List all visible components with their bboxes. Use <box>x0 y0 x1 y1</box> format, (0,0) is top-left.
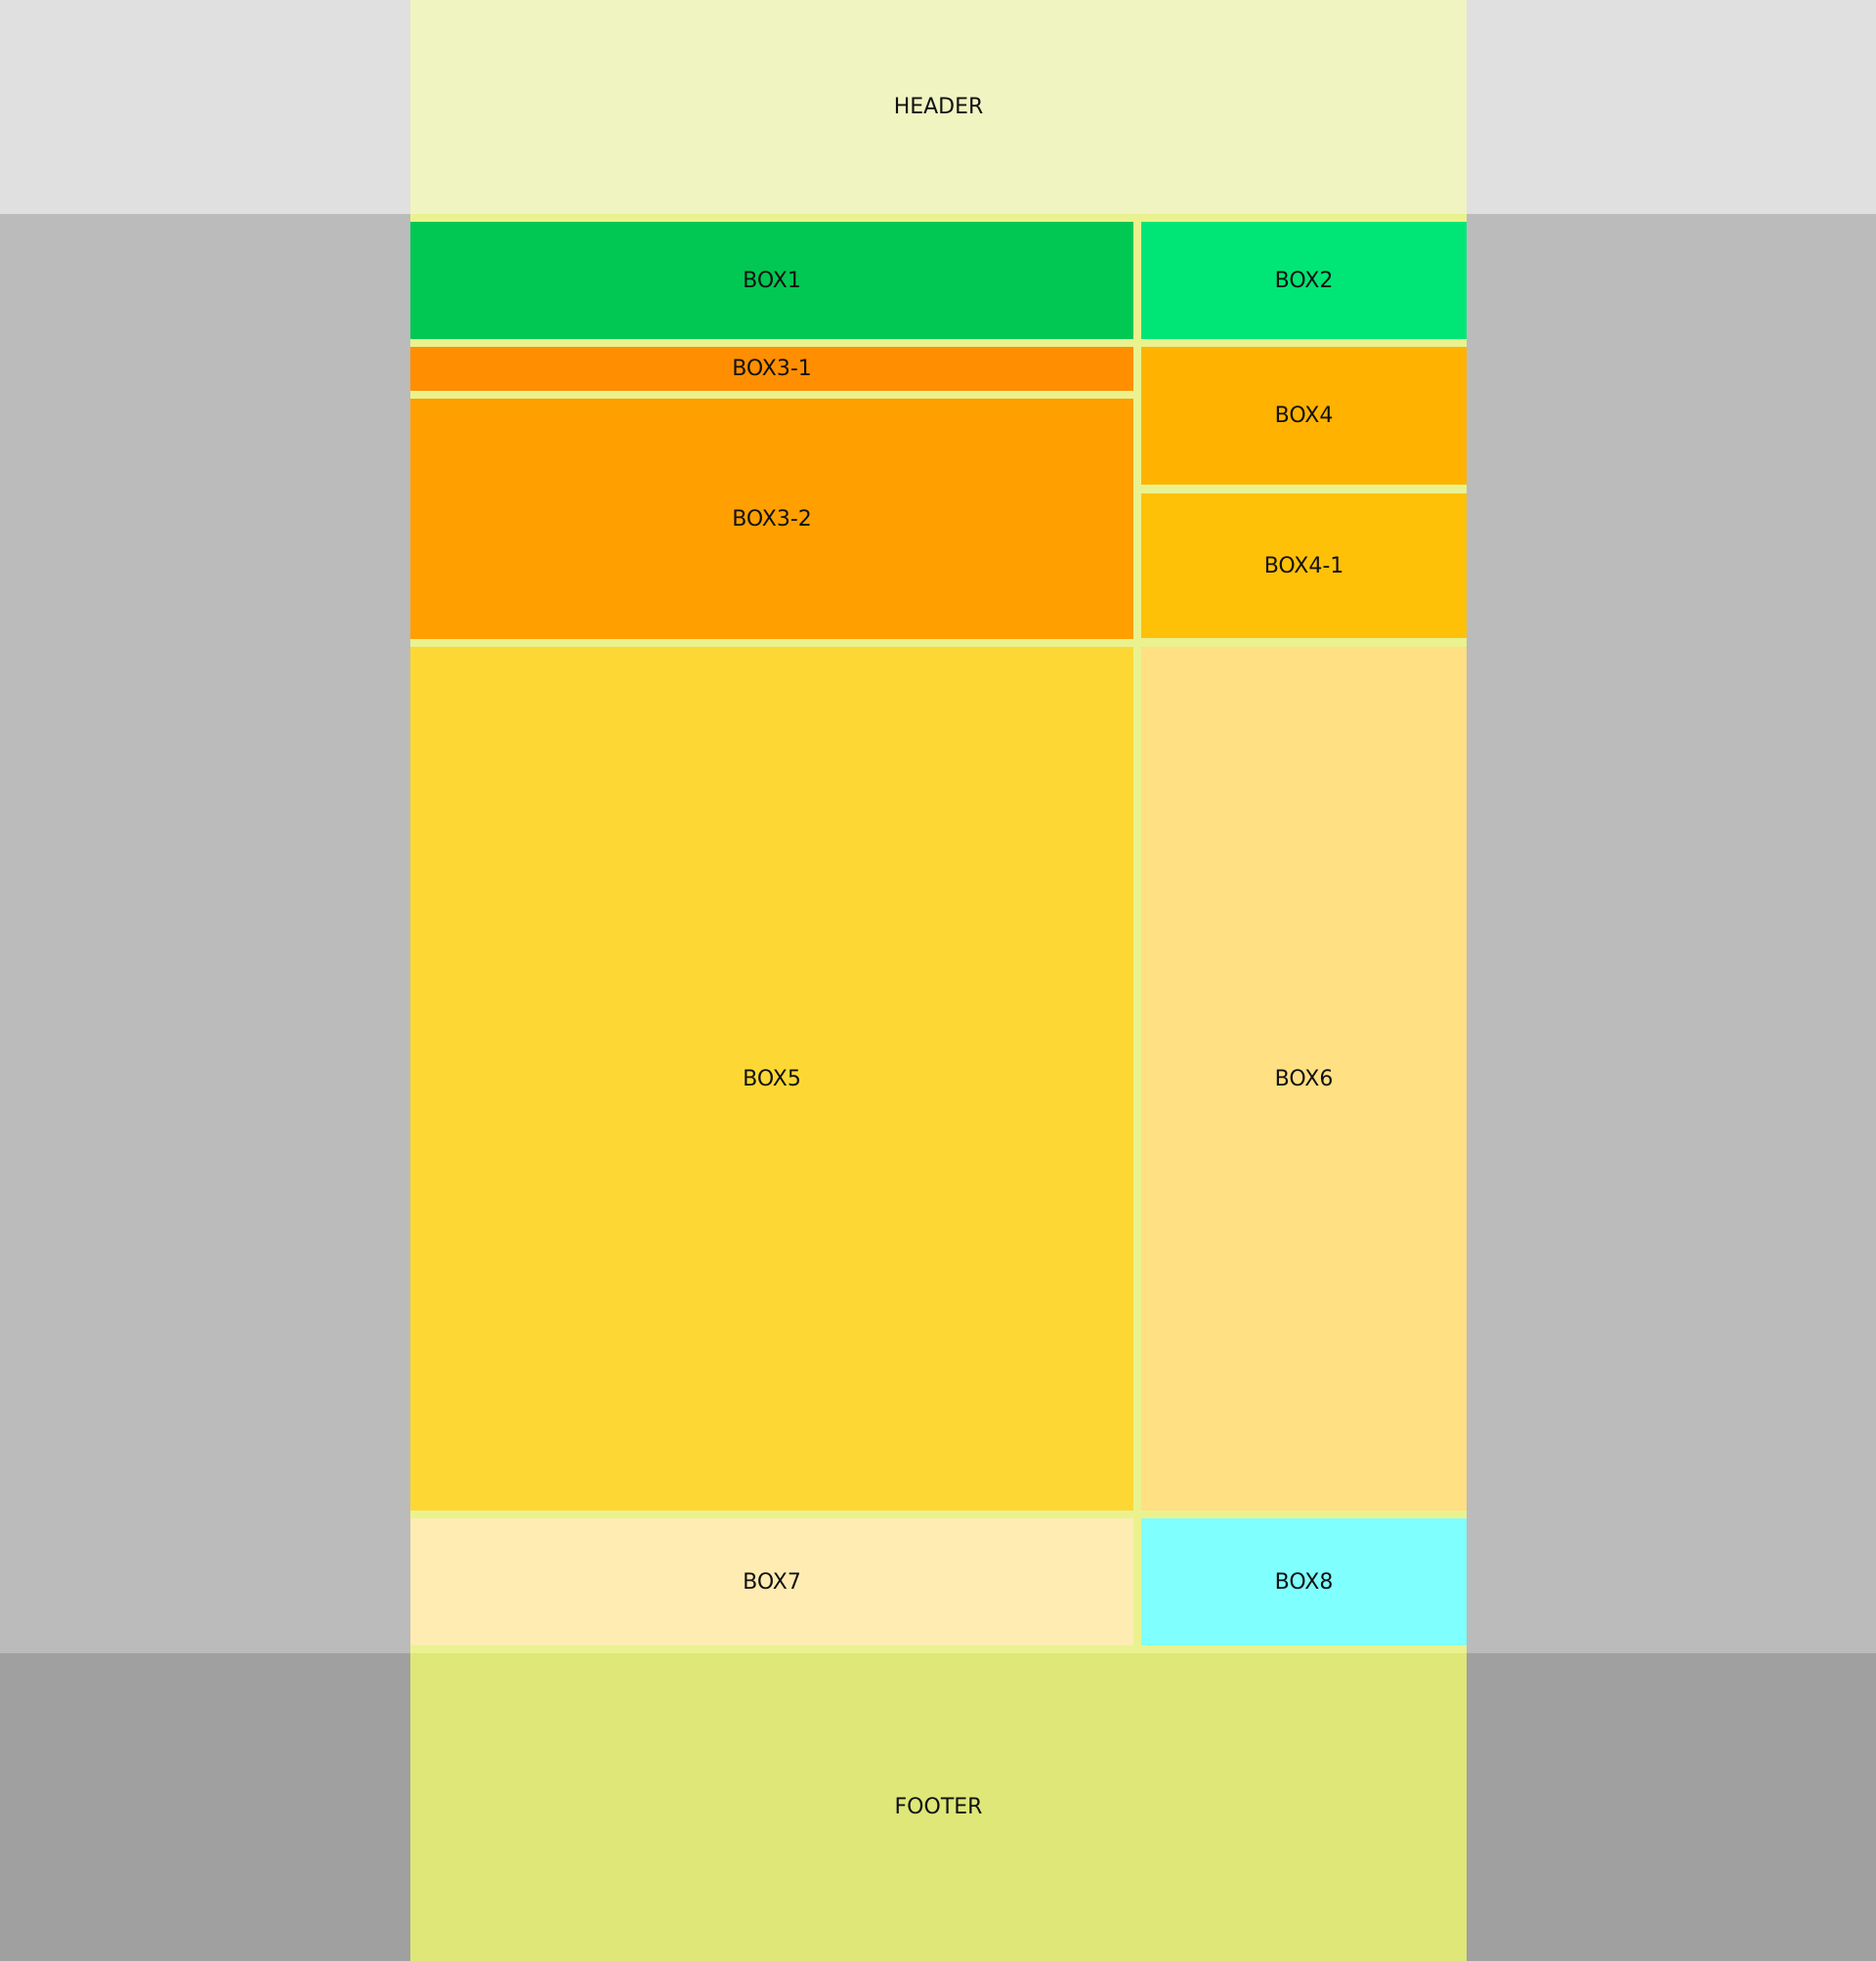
box5: BOX5 <box>410 647 1133 1511</box>
box3-1-label: BOX3-1 <box>732 357 812 381</box>
box4: BOX4 <box>1141 347 1467 485</box>
box1-label: BOX1 <box>743 268 801 293</box>
box2-label: BOX2 <box>1274 268 1334 293</box>
box4-1: BOX4-1 <box>1141 493 1467 638</box>
box4-label: BOX4 <box>1274 404 1334 428</box>
box4-1-label: BOX4-1 <box>1263 553 1344 578</box>
footer-label: FOOTER <box>894 1795 983 1819</box>
box8-label: BOX8 <box>1274 1569 1334 1595</box>
box3-2: BOX3-2 <box>410 399 1133 639</box>
header-label: HEADER <box>893 95 984 119</box>
box3-1: BOX3-1 <box>410 347 1133 391</box>
box1: BOX1 <box>410 222 1133 339</box>
box7: BOX7 <box>410 1518 1133 1645</box>
box5-label: BOX5 <box>743 1066 801 1091</box>
box3-2-label: BOX3-2 <box>732 506 812 532</box>
box8: BOX8 <box>1141 1518 1467 1645</box>
box2: BOX2 <box>1141 222 1467 339</box>
box6: BOX6 <box>1141 647 1467 1511</box>
box6-label: BOX6 <box>1274 1066 1334 1091</box>
page-footer: FOOTER <box>410 1653 1467 1961</box>
page-header: HEADER <box>410 0 1467 214</box>
main-content: BOX1 BOX2 BOX3-1 BOX3-2 BOX4 BOX4-1 BOX5… <box>410 214 1467 1653</box>
box7-label: BOX7 <box>743 1569 801 1595</box>
